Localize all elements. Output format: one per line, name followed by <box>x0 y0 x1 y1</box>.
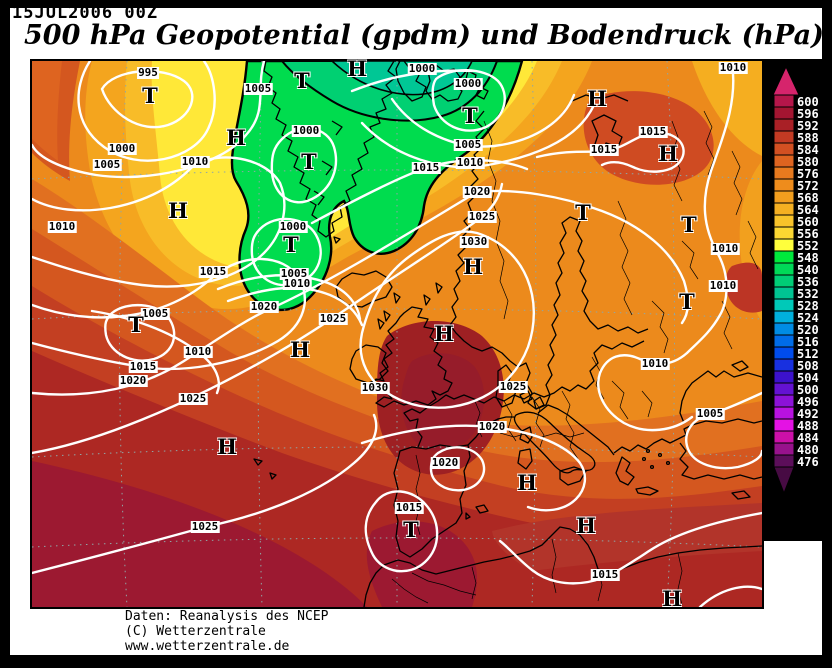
svg-text:556: 556 <box>797 227 819 241</box>
svg-text:516: 516 <box>797 335 819 349</box>
svg-text:512: 512 <box>797 347 819 361</box>
svg-text:600: 600 <box>797 95 819 109</box>
svg-text:564: 564 <box>797 203 819 217</box>
svg-text:536: 536 <box>797 275 819 289</box>
map-canvas <box>32 61 762 607</box>
svg-text:568: 568 <box>797 191 819 205</box>
svg-text:496: 496 <box>797 395 819 409</box>
svg-text:532: 532 <box>797 287 819 301</box>
svg-text:504: 504 <box>797 371 819 385</box>
svg-text:540: 540 <box>797 263 819 277</box>
svg-text:548: 548 <box>797 251 819 265</box>
svg-text:552: 552 <box>797 239 819 253</box>
svg-text:588: 588 <box>797 131 819 145</box>
weather-map: 995 1000 1005 1010 1010 1005 1000 1000 1005 1010 1… <box>30 58 764 609</box>
svg-text:500: 500 <box>797 383 819 397</box>
credits-line-data: Daten: Reanalysis des NCEP <box>125 609 329 624</box>
svg-text:572: 572 <box>797 179 819 193</box>
svg-text:488: 488 <box>797 419 819 433</box>
credits-line-url: www.wetterzentrale.de <box>125 639 290 654</box>
svg-text:584: 584 <box>797 143 819 157</box>
colorbar-scale: 6005965925885845805765725685645605565525… <box>772 65 819 495</box>
svg-text:592: 592 <box>797 119 819 133</box>
page-background: 15JUL2006 00Z 500 hPa Geopotential (gpdm… <box>10 3 824 655</box>
svg-text:484: 484 <box>797 431 819 445</box>
svg-text:520: 520 <box>797 323 819 337</box>
page-title: 500 hPa Geopotential (gpdm) und Bodendru… <box>24 20 824 51</box>
isobars <box>32 61 762 607</box>
svg-text:596: 596 <box>797 107 819 121</box>
svg-text:580: 580 <box>797 155 819 169</box>
coastlines <box>253 61 762 607</box>
svg-text:492: 492 <box>797 407 819 421</box>
svg-text:524: 524 <box>797 311 819 325</box>
timestamp: 15JUL2006 00Z <box>12 3 159 23</box>
colorbar-panel: 600 596 592 588 584 580 576 572 568 564 560 556 552 5… <box>762 59 822 541</box>
credits-line-copyright: (C) Wetterzentrale <box>125 624 266 639</box>
svg-text:560: 560 <box>797 215 819 229</box>
svg-text:576: 576 <box>797 167 819 181</box>
svg-text:508: 508 <box>797 359 819 373</box>
credits: Daten: Reanalysis des NCEP (C) Wetterzen… <box>125 609 329 654</box>
svg-text:476: 476 <box>797 455 819 469</box>
svg-text:480: 480 <box>797 443 819 457</box>
svg-text:528: 528 <box>797 299 819 313</box>
